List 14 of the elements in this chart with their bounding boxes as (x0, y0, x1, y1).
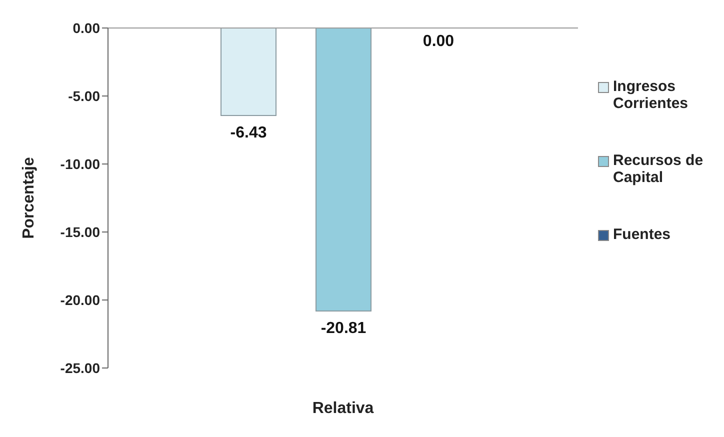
y-tick-label: 0.00 (72, 20, 100, 36)
y-tick-label: -25.00 (60, 360, 100, 376)
x-axis-title: Relativa (312, 400, 374, 417)
y-axis-title: Porcentaje (20, 156, 38, 239)
data-label: 0.00 (422, 33, 454, 50)
legend-label: Ingresos Corrientes (613, 78, 690, 112)
legend-label: Recursos de Capital (613, 152, 704, 186)
y-tick-label: -10.00 (60, 156, 100, 172)
data-label: -20.81 (320, 320, 366, 338)
data-label: -6.43 (230, 124, 267, 142)
y-tick-label: -5.00 (68, 88, 100, 104)
y-tick-label: -15.00 (60, 224, 100, 240)
legend-label: Fuentes (613, 226, 671, 243)
y-tick-label: -20.00 (60, 292, 100, 308)
